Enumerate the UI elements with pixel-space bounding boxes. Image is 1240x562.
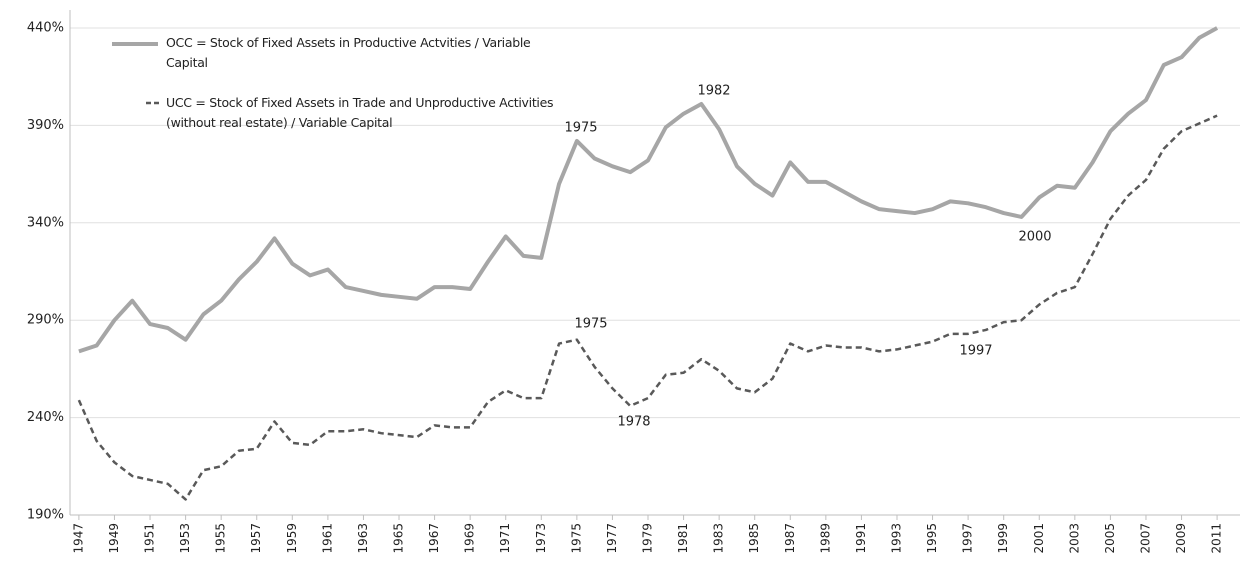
x-tick-label: 1963 — [356, 523, 370, 554]
x-tick-label: 1961 — [320, 523, 334, 554]
x-tick-label: 1983 — [712, 523, 726, 554]
y-tick-label: 340% — [27, 215, 64, 230]
x-tick-label: 1951 — [143, 523, 157, 554]
x-tick-label: 1973 — [534, 523, 548, 554]
x-tick-label: 2009 — [1174, 523, 1188, 554]
x-tick-label: 1979 — [641, 523, 655, 554]
legend-label: OCC = Stock of Fixed Assets in Productiv… — [166, 35, 531, 70]
x-tick-label: 1957 — [249, 523, 263, 554]
x-tick-label: 1971 — [498, 523, 512, 554]
line-series — [78, 26, 1219, 354]
y-tick-label: 440% — [27, 21, 64, 36]
line-series — [77, 114, 1218, 501]
x-tick-label: 1947 — [71, 523, 85, 554]
x-tick-label: 1967 — [427, 523, 441, 554]
x-tick-label: 2011 — [1210, 523, 1224, 554]
x-tick-label: 1995 — [925, 523, 939, 554]
x-tick-label: 1955 — [214, 523, 228, 554]
x-tick-label: 1965 — [392, 523, 406, 554]
x-tick-label: 1999 — [996, 523, 1010, 554]
x-tick-label: 2007 — [1138, 523, 1152, 554]
x-tick-label: 1949 — [107, 523, 121, 554]
annotation: 1975 — [574, 317, 607, 332]
x-tick-label: 1993 — [889, 523, 903, 554]
x-tick-label: 1991 — [854, 523, 868, 554]
x-tick-label: 1989 — [818, 523, 832, 554]
x-tick-label: 1975 — [569, 523, 583, 554]
x-tick-label: 1959 — [285, 523, 299, 554]
x-tick-label: 1981 — [676, 523, 690, 554]
annotation: 1978 — [617, 415, 650, 430]
x-tick-label: 2001 — [1032, 523, 1046, 554]
x-tick-label: 1985 — [747, 523, 761, 554]
annotation: 1975 — [564, 121, 597, 136]
x-tick-label: 2005 — [1103, 523, 1117, 554]
y-tick-label: 390% — [27, 118, 64, 133]
y-tick-label: 190% — [27, 508, 64, 523]
annotation: 1997 — [959, 344, 992, 359]
x-tick-label: 2003 — [1067, 523, 1081, 554]
annotation: 1982 — [697, 84, 730, 99]
x-tick-label: 1953 — [178, 523, 192, 554]
x-tick-label: 1997 — [961, 523, 975, 554]
x-tick-label: 1977 — [605, 523, 619, 554]
y-tick-label: 290% — [27, 313, 64, 328]
x-tick-label: 1969 — [463, 523, 477, 554]
y-tick-label: 240% — [27, 410, 64, 425]
legend-label: UCC = Stock of Fixed Assets in Trade and… — [166, 95, 554, 130]
annotation: 2000 — [1018, 230, 1051, 245]
x-tick-label: 1987 — [783, 523, 797, 554]
